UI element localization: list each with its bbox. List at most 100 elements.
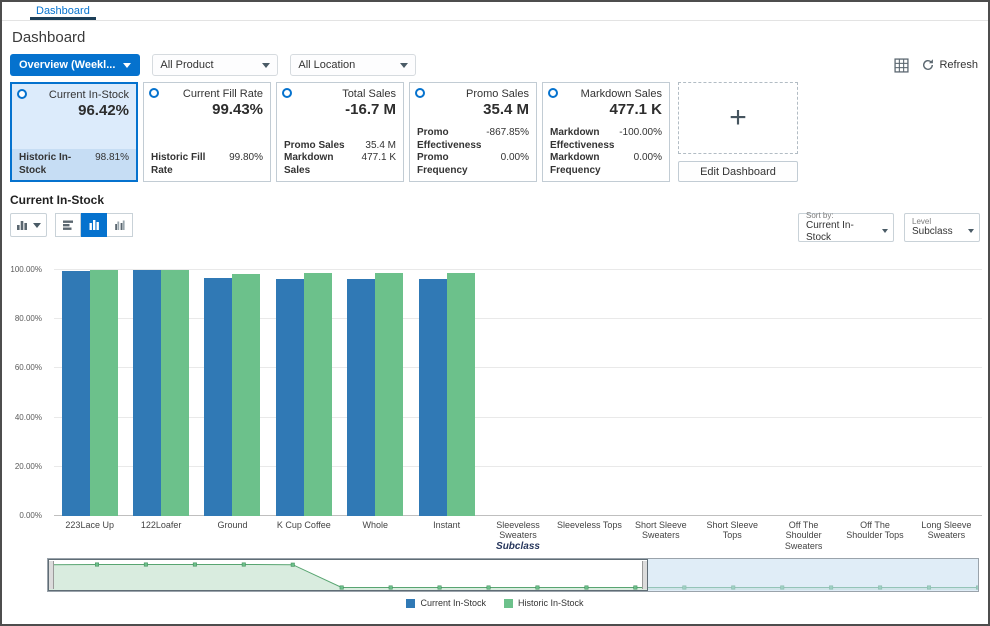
x-axis-category-label: Off The Shoulder Sweaters (784, 520, 823, 551)
bar-current-in-stock[interactable] (204, 278, 233, 516)
kpi-tiles: Current In-Stock 96.42% Historic In-Stoc… (2, 82, 988, 182)
x-axis-category-label: Long Sleeve Sweaters (921, 520, 972, 541)
selection-right-handle[interactable] (641, 561, 647, 589)
chart-orientation-group (55, 213, 133, 237)
tile-detail-row: Markdown Effectiveness -100.00% (550, 127, 662, 152)
bar-group (911, 270, 982, 516)
bar-group (768, 270, 839, 516)
overview-scrubber[interactable] (47, 558, 979, 592)
gridline (54, 318, 982, 320)
product-filter-dropdown[interactable]: All Product (152, 54, 279, 76)
detail-value: 98.81% (95, 152, 129, 163)
metric-circle-icon (415, 88, 425, 98)
chart-x-labels: 223Lace Up 122Loafer Ground K Cup Coffee Who… (54, 520, 982, 551)
tile-current-in-stock[interactable]: Current In-Stock 96.42% Historic In-Stoc… (10, 82, 138, 182)
x-axis-category-label: 223Lace Up (65, 520, 114, 530)
refresh-button[interactable]: Refresh (921, 58, 978, 72)
horizontal-bar-chart-button[interactable] (55, 213, 81, 237)
chart-type-dropdown-button[interactable] (10, 213, 47, 237)
chart-y-axis: 0.00% 20.00% 40.00% 60.00% 80.00% 100.00% (2, 265, 48, 520)
table-grid-icon (894, 57, 910, 73)
bar-chart: 0.00% 20.00% 40.00% 60.00% 80.00% 100.00% 223… (2, 242, 988, 554)
x-axis-category-label: K Cup Coffee (276, 520, 331, 530)
tile-title: Total Sales (342, 88, 396, 100)
detail-label: Promo Effectiveness (417, 127, 482, 151)
overview-right-overlay (647, 559, 978, 591)
bar-current-in-stock[interactable] (133, 270, 162, 516)
chart-bars (54, 270, 982, 516)
bar-historic-in-stock[interactable] (446, 273, 475, 516)
detail-value: -100.00% (619, 127, 662, 138)
chevron-down-icon (262, 62, 271, 68)
tile-value: 96.42% (78, 102, 129, 119)
bar-group (340, 270, 411, 516)
tab-bar: Dashboard (2, 2, 988, 21)
bar-historic-in-stock[interactable] (232, 274, 261, 516)
tile-promo-sales[interactable]: Promo Sales 35.4 M Promo Effectiveness -… (409, 82, 537, 182)
bar-historic-in-stock[interactable] (89, 270, 118, 516)
tile-detail-rows: Historic Fill Rate 99.80% (144, 150, 270, 181)
overview-selection-window[interactable] (48, 559, 648, 591)
x-axis-category-label: Sleeveless Sweaters (496, 520, 540, 541)
detail-label: Historic Fill Rate (151, 152, 206, 176)
bar-historic-in-stock[interactable] (303, 273, 332, 516)
chevron-down-icon (123, 62, 132, 68)
view-selector-button[interactable]: Overview (Weekl... (10, 54, 141, 76)
bar-historic-in-stock[interactable] (161, 270, 190, 516)
bar-group (697, 270, 768, 516)
level-value: Subclass (912, 226, 953, 238)
x-axis-category-label: Whole (362, 520, 389, 530)
metric-circle-icon (282, 88, 292, 98)
legend-label: Historic In-Stock (518, 598, 584, 608)
detail-value: 477.1 K (361, 152, 396, 163)
tab-dashboard[interactable]: Dashboard (30, 2, 96, 20)
vertical-bars-icon (89, 220, 99, 230)
page-title: Dashboard (12, 29, 86, 46)
stacked-bar-chart-button[interactable] (107, 213, 133, 237)
vertical-bar-chart-button[interactable] (81, 213, 107, 237)
bar-group (554, 270, 625, 516)
bar-current-in-stock[interactable] (347, 279, 376, 516)
edit-dashboard-button[interactable]: Edit Dashboard (678, 161, 798, 182)
tile-markdown-sales[interactable]: Markdown Sales 477.1 K Markdown Effectiv… (542, 82, 670, 182)
x-axis-category-label: Instant (433, 520, 461, 530)
grid-view-button[interactable] (894, 57, 910, 73)
chevron-down-icon (968, 229, 974, 233)
x-axis-category-label: Off The Shoulder Tops (846, 520, 904, 541)
add-tile-button[interactable]: + (678, 82, 798, 154)
edit-dashboard-area: + Edit Dashboard (678, 82, 798, 182)
x-axis-category-label: 122Loafer (140, 520, 182, 530)
legend-label: Current In-Stock (420, 598, 486, 608)
tile-detail-row: Promo Frequency 0.00% (417, 152, 529, 177)
x-axis-category-label: Ground (217, 520, 248, 530)
bar-current-in-stock[interactable] (275, 278, 304, 516)
chart-plot (54, 269, 982, 516)
bar-current-in-stock[interactable] (418, 278, 447, 516)
tile-detail-row: Historic Fill Rate 99.80% (151, 152, 263, 177)
legend-item: Historic In-Stock (504, 598, 584, 608)
bar-group (268, 270, 339, 516)
tile-detail-row: Markdown Frequency 0.00% (550, 152, 662, 177)
tile-total-sales[interactable]: Total Sales -16.7 M Promo Sales 35.4 M M… (276, 82, 404, 182)
tile-detail-rows: Markdown Effectiveness -100.00% Markdown… (543, 125, 669, 181)
detail-value: 35.4 M (365, 139, 396, 151)
tile-title: Markdown Sales (580, 88, 662, 100)
bar-group (125, 270, 196, 516)
bar-historic-in-stock[interactable] (375, 273, 404, 516)
selection-left-handle[interactable] (49, 561, 54, 589)
bar-current-in-stock[interactable] (61, 270, 90, 516)
tile-title: Promo Sales (466, 88, 529, 100)
tile-detail-rows: Promo Effectiveness -867.85% Promo Frequ… (410, 125, 536, 181)
location-filter-dropdown[interactable]: All Location (290, 54, 417, 76)
detail-value: 0.00% (500, 152, 529, 163)
product-filter-value: All Product (160, 59, 214, 71)
level-dropdown[interactable]: Level Subclass (904, 213, 980, 242)
sort-by-dropdown[interactable]: Sort by: Current In-Stock (798, 211, 894, 243)
bar-group (54, 270, 125, 516)
x-axis-title: Subclass (496, 541, 540, 552)
tile-value: 477.1 K (609, 101, 662, 118)
tile-detail-rows: Historic In-Stock 98.81% (12, 149, 136, 180)
y-axis-tick-label: 100.00% (10, 265, 42, 274)
view-selector-label: Overview (Weekl... (19, 59, 116, 71)
tile-current-fill-rate[interactable]: Current Fill Rate 99.43% Historic Fill R… (143, 82, 271, 182)
